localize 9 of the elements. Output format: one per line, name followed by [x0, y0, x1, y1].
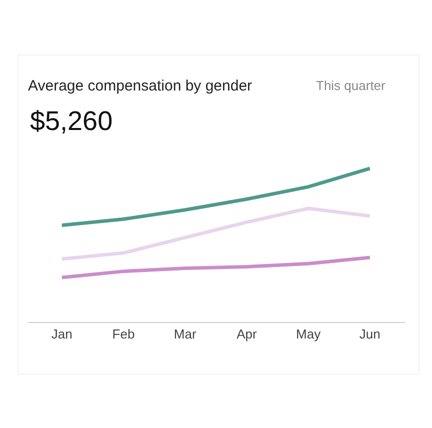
text: This quarter — [316, 78, 386, 93]
x-tick-label: Mar — [174, 326, 197, 342]
x-tick-label: Jun — [359, 326, 380, 342]
x-tick-label: May — [296, 326, 322, 342]
x-tick-label: Feb — [112, 326, 135, 342]
chart-subtitle: $5,260 — [30, 106, 113, 136]
x-tick-label: Apr — [236, 326, 258, 342]
x-tick-label: Jan — [51, 326, 72, 342]
chart-title: Average compensation by gender — [28, 77, 252, 94]
